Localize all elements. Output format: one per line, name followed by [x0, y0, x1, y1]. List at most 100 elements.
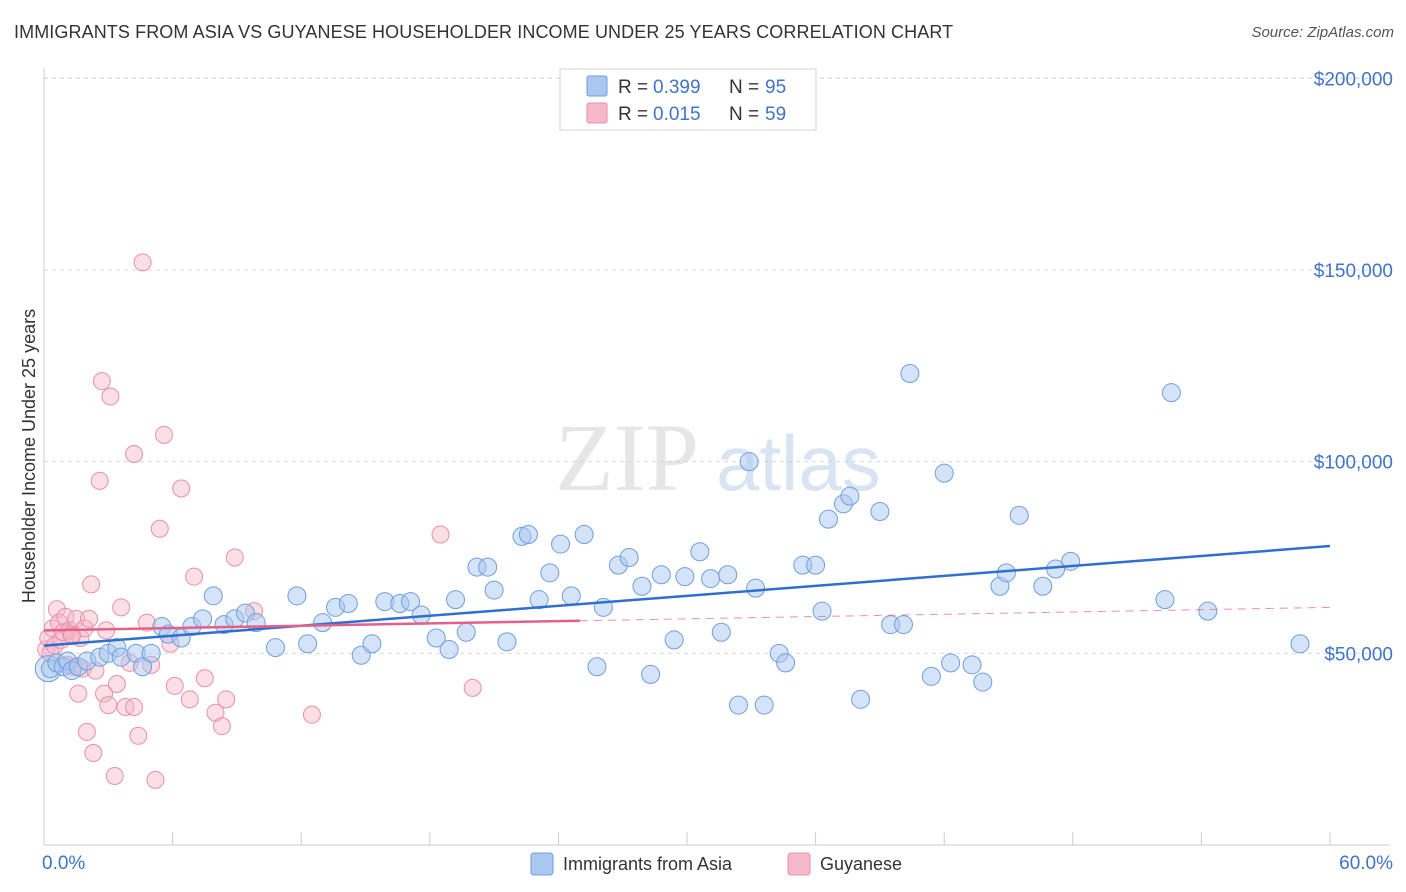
asia-point	[456, 622, 476, 642]
asia-point	[426, 628, 446, 648]
asia-point	[497, 632, 517, 652]
guyanese-point	[125, 698, 144, 716]
legend-n-label-guyanese: N =	[729, 104, 759, 125]
asia-point	[439, 640, 459, 659]
bottom-legend-label-asia: Immigrants from Asia	[563, 854, 733, 874]
guyanese-point	[431, 525, 450, 544]
asia-point	[840, 486, 860, 506]
asia-point	[739, 452, 759, 472]
guyanese-point	[129, 726, 148, 745]
asia-point	[446, 590, 466, 610]
guyanese-point	[84, 744, 103, 762]
asia-point	[651, 565, 671, 585]
legend-r-value-asia: 0.399	[653, 77, 701, 98]
guyanese-point	[217, 690, 236, 709]
asia-point	[587, 657, 607, 677]
asia-point	[478, 557, 498, 577]
trend-lines	[43, 544, 1331, 647]
asia-point	[1155, 590, 1175, 610]
asia-point	[551, 534, 571, 554]
guyanese-point	[180, 690, 199, 709]
guyanese-point	[225, 548, 244, 567]
legend-n-value-guyanese: 59	[765, 104, 786, 125]
guyanese-point	[105, 767, 124, 785]
x-tick-label-min: 0.0%	[42, 853, 85, 874]
y-tick-labels: $50,000 $100,000 $150,000 $200,000	[1314, 69, 1393, 665]
guyanese-points	[37, 253, 482, 789]
y-tick-label: $50,000	[1324, 644, 1393, 665]
watermark: ZIP atlas	[555, 404, 881, 511]
guyanese-point	[99, 696, 118, 715]
guyanese-point	[92, 372, 111, 391]
asia-point	[619, 548, 639, 567]
bottom-legend-swatch-asia	[530, 852, 554, 876]
legend-n-label-asia: N =	[729, 77, 759, 98]
asia-point	[690, 542, 710, 562]
asia-point	[193, 609, 213, 629]
asia-point	[141, 643, 161, 663]
asia-point	[518, 525, 538, 544]
asia-point	[133, 657, 153, 677]
legend-swatch-guyanese	[586, 102, 608, 124]
guyanese-point	[212, 717, 231, 736]
x-axis-ticks	[43, 832, 1331, 845]
grid-lines	[44, 77, 1395, 654]
asia-point	[265, 638, 285, 658]
asia-point	[362, 634, 382, 654]
asia-point	[632, 576, 652, 596]
guyanese-point	[463, 678, 482, 697]
guyanese-point	[95, 684, 114, 703]
asia-point	[973, 672, 993, 692]
asia-point	[574, 525, 594, 544]
asia-point	[996, 563, 1016, 583]
legend-r-label-guyanese: R =	[618, 104, 648, 125]
asia-point	[1009, 505, 1029, 525]
asia-point	[893, 615, 913, 635]
legend-swatch-asia	[586, 75, 608, 97]
asia-point	[529, 590, 549, 610]
asia-point	[664, 630, 684, 650]
asia-point	[921, 666, 941, 686]
asia-point	[540, 563, 560, 583]
guyanese-point	[125, 445, 144, 463]
asia-point	[870, 502, 890, 521]
asia-point	[298, 634, 318, 654]
guyanese-point	[302, 705, 321, 724]
guyanese-point	[112, 598, 131, 617]
y-tick-label: $150,000	[1314, 261, 1393, 282]
guyanese-point	[77, 722, 96, 741]
chart-title: IMMIGRANTS FROM ASIA VS GUYANESE HOUSEHO…	[14, 22, 954, 42]
y-axis-label: Householder Income Under 25 years	[19, 309, 39, 603]
asia-point	[900, 364, 920, 383]
legend-n-value-asia: 95	[765, 77, 786, 98]
y-tick-label: $200,000	[1314, 69, 1393, 90]
guyanese-point	[101, 387, 120, 406]
asia-point	[934, 463, 954, 483]
asia-point	[675, 567, 695, 587]
guyanese-point	[80, 609, 99, 628]
guyanese-point	[155, 425, 174, 444]
asia-point	[746, 578, 766, 598]
legend-r-label-asia: R =	[618, 77, 648, 98]
asia-trend-line	[43, 544, 1331, 647]
guyanese-point	[107, 675, 126, 693]
bottom-legend: Immigrants from Asia Guyanese	[530, 852, 902, 876]
asia-point	[401, 592, 421, 612]
asia-point	[484, 580, 504, 600]
bottom-legend-label-guyanese: Guyanese	[820, 854, 902, 874]
asia-point	[561, 586, 581, 606]
asia-point	[1161, 383, 1181, 403]
legend: R = 0.399 N = 95 R = 0.015 N = 59	[559, 68, 817, 131]
guyanese-point	[150, 519, 169, 538]
asia-point	[806, 555, 826, 575]
asia-point	[818, 509, 838, 529]
asia-point	[711, 622, 731, 642]
guyanese-trend-extension	[579, 606, 1331, 622]
guyanese-point	[82, 575, 101, 594]
asia-point	[941, 653, 961, 673]
x-tick-label-max: 60.0%	[1339, 853, 1393, 874]
asia-point	[754, 695, 774, 715]
bottom-legend-swatch-guyanese	[787, 852, 811, 876]
asia-point	[1198, 601, 1218, 621]
